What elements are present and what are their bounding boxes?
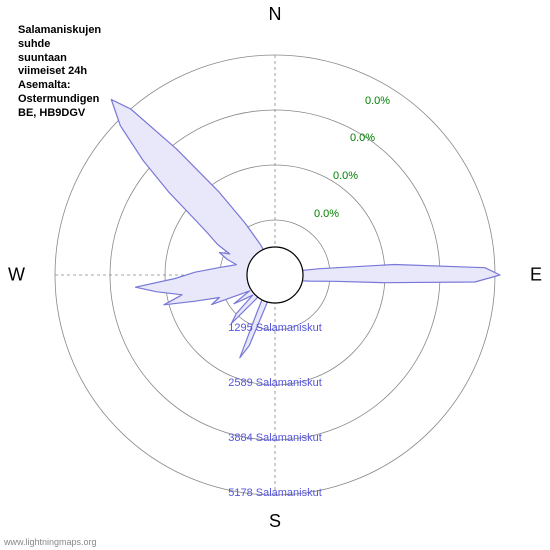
pct-label-0: 0.0% [365,95,390,107]
cardinal-s: S [269,511,281,532]
count-label-0: 1295 Salamaniskut [228,322,322,334]
pct-label-1: 0.0% [350,132,375,144]
cardinal-e: E [530,265,542,286]
pct-label-2: 0.0% [333,170,358,182]
pct-label-3: 0.0% [314,208,339,220]
count-label-2: 3884 Salamaniskut [228,432,322,444]
count-label-3: 5178 Salamaniskut [228,487,322,499]
footer-text: www.lightningmaps.org [4,537,97,547]
cardinal-n: N [269,4,282,25]
chart-title: Salamaniskujen suhde suuntaan viimeiset … [18,24,101,120]
polar-chart: Salamaniskujen suhde suuntaan viimeiset … [0,0,550,550]
cardinal-w: W [8,265,25,286]
count-label-1: 2589 Salamaniskut [228,377,322,389]
